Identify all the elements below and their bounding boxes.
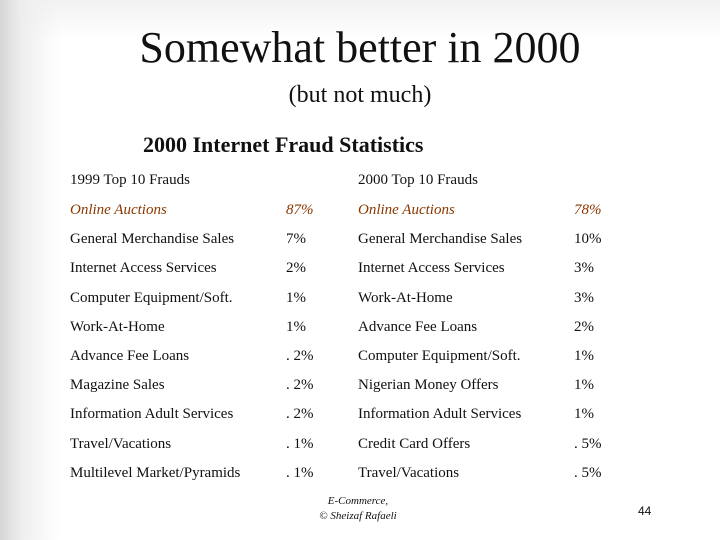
fraud-2000-name: General Merchandise Sales bbox=[358, 231, 523, 247]
fraud-1999-percent: . 1% bbox=[286, 465, 314, 481]
footer-course: E-Commerce, bbox=[327, 495, 389, 507]
table-row: Multilevel Market/Pyramids . 1% Travel/V… bbox=[0, 463, 720, 487]
slide-title: Somewhat better in 2000 bbox=[139, 23, 581, 72]
fraud-1999-percent: . 2% bbox=[286, 377, 314, 393]
fraud-1999-percent: . 1% bbox=[286, 436, 314, 452]
fraud-2000-percent: 10% bbox=[574, 231, 602, 247]
fraud-1999-name: Work-At-Home bbox=[70, 319, 165, 335]
fraud-2000-percent: 78% bbox=[574, 202, 602, 218]
table-row: Advance Fee Loans . 2% Computer Equipmen… bbox=[0, 346, 720, 370]
fraud-2000-name: Nigerian Money Offers bbox=[358, 377, 499, 393]
page-number: 44 bbox=[638, 504, 652, 518]
fraud-1999-name: Information Adult Services bbox=[70, 406, 234, 422]
fraud-1999-percent: 7% bbox=[286, 231, 306, 247]
fraud-2000-name: Computer Equipment/Soft. bbox=[358, 348, 521, 364]
table-row: Internet Access Services 2% Internet Acc… bbox=[0, 258, 720, 282]
fraud-2000-name: Online Auctions bbox=[358, 202, 455, 218]
fraud-1999-percent: . 2% bbox=[286, 348, 314, 364]
table-title: 2000 Internet Fraud Statistics bbox=[143, 132, 424, 157]
table-row: Magazine Sales . 2% Nigerian Money Offer… bbox=[0, 375, 720, 399]
fraud-2000-name: Credit Card Offers bbox=[358, 436, 471, 452]
table-row: Work-At-Home 1% Advance Fee Loans 2% bbox=[0, 317, 720, 341]
fraud-1999-percent: 87% bbox=[286, 202, 314, 218]
fraud-2000-percent: 2% bbox=[574, 319, 594, 335]
fraud-1999-name: Magazine Sales bbox=[70, 377, 165, 393]
fraud-2000-percent: . 5% bbox=[574, 465, 602, 481]
fraud-1999-percent: . 2% bbox=[286, 406, 314, 422]
column-header-2000: 2000 Top 10 Frauds bbox=[358, 172, 478, 188]
table-row: General Merchandise Sales 7% General Mer… bbox=[0, 229, 720, 253]
fraud-2000-name: Internet Access Services bbox=[358, 260, 505, 276]
fraud-2000-name: Work-At-Home bbox=[358, 290, 453, 306]
table-row: Travel/Vacations . 1% Credit Card Offers… bbox=[0, 434, 720, 458]
fraud-2000-percent: 1% bbox=[574, 406, 594, 422]
fraud-1999-percent: 1% bbox=[286, 319, 306, 335]
fraud-2000-percent: 1% bbox=[574, 348, 594, 364]
fraud-2000-percent: . 5% bbox=[574, 436, 602, 452]
fraud-1999-percent: 2% bbox=[286, 260, 306, 276]
footer-copyright: © Sheizaf Rafaeli bbox=[319, 510, 397, 522]
fraud-1999-name: Travel/Vacations bbox=[70, 436, 172, 452]
footer-credit: E-Commerce, © Sheizaf Rafaeli bbox=[288, 494, 428, 524]
fraud-1999-name: Multilevel Market/Pyramids bbox=[70, 465, 241, 481]
left-edge-shading bbox=[0, 0, 60, 540]
table-row: Information Adult Services . 2% Informat… bbox=[0, 404, 720, 428]
fraud-1999-percent: 1% bbox=[286, 290, 306, 306]
fraud-2000-name: Information Adult Services bbox=[358, 406, 522, 422]
fraud-2000-percent: 3% bbox=[574, 260, 594, 276]
table-row: Computer Equipment/Soft. 1% Work-At-Home… bbox=[0, 288, 720, 312]
fraud-1999-name: Advance Fee Loans bbox=[70, 348, 190, 364]
table-row: Online Auctions 87% Online Auctions 78% bbox=[0, 200, 720, 224]
column-header-1999: 1999 Top 10 Frauds bbox=[70, 172, 190, 188]
fraud-1999-name: Online Auctions bbox=[70, 202, 167, 218]
fraud-1999-name: General Merchandise Sales bbox=[70, 231, 235, 247]
slide-subtitle: (but not much) bbox=[288, 82, 432, 108]
fraud-2000-name: Travel/Vacations bbox=[358, 465, 460, 481]
fraud-1999-name: Computer Equipment/Soft. bbox=[70, 290, 233, 306]
fraud-1999-name: Internet Access Services bbox=[70, 260, 217, 276]
fraud-2000-percent: 1% bbox=[574, 377, 594, 393]
fraud-2000-name: Advance Fee Loans bbox=[358, 319, 478, 335]
fraud-2000-percent: 3% bbox=[574, 290, 594, 306]
